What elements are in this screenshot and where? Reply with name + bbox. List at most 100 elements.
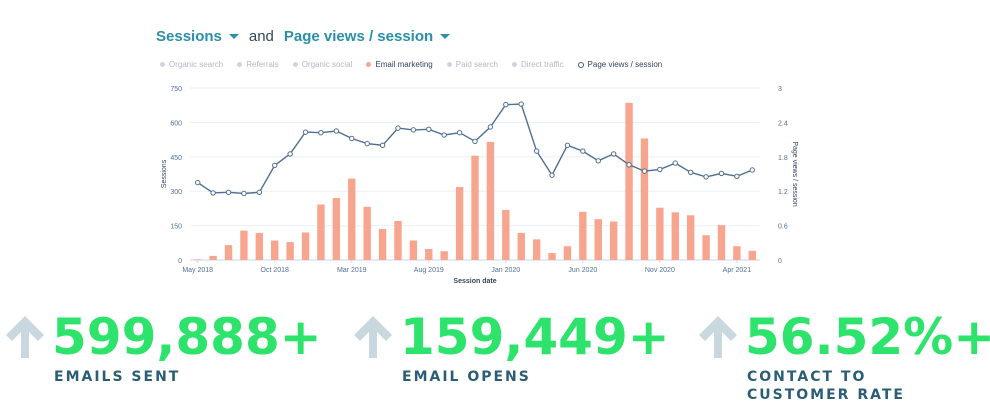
legend-label: Referrals (246, 60, 279, 69)
line-point (472, 138, 478, 145)
bar-email-marketing (563, 246, 572, 260)
bar-email-marketing (409, 240, 418, 260)
bar-email-marketing (255, 232, 264, 260)
line-point (703, 174, 709, 180)
y2-tick-label: 0 (778, 258, 782, 265)
y2-axis-title: Page views / session (791, 141, 798, 206)
primary-metric-label: Sessions (156, 28, 222, 45)
legend-dot-icon (237, 62, 243, 67)
y-tick-label: 0 (178, 258, 182, 265)
legend-dot-icon (366, 62, 372, 67)
line-point (379, 142, 386, 149)
legend-dot-icon (577, 61, 584, 68)
line-point (256, 189, 263, 196)
legend-label: Page views / session (587, 60, 663, 69)
line-point (364, 140, 370, 147)
caret-down-icon (440, 34, 451, 39)
line-point (195, 179, 201, 186)
y2-tick-label: 0.6 (778, 224, 788, 231)
arrow-up-icon (699, 316, 737, 358)
legend-dot-icon (160, 62, 165, 67)
y-tick-label: 600 (170, 120, 182, 127)
bar-email-marketing (455, 187, 464, 260)
y2-tick-label: 1.8 (778, 155, 788, 162)
bar-email-marketing (394, 221, 402, 260)
legend-item[interactable]: Organic search (160, 60, 223, 69)
line-point (549, 172, 555, 178)
secondary-metric-label: Page views / session (283, 28, 434, 45)
caret-down-icon (228, 34, 239, 39)
y2-tick-label: 1.2 (778, 189, 788, 196)
arrow-up-icon (6, 316, 44, 358)
line-point (333, 128, 340, 134)
bar-email-marketing (702, 235, 710, 260)
line-point (749, 167, 755, 173)
line-point (626, 162, 632, 168)
bar-email-marketing (640, 138, 649, 260)
bar-email-marketing (748, 250, 756, 260)
x-tick-label: May 2018 (182, 267, 213, 274)
bar-email-marketing (301, 232, 310, 260)
bar-email-marketing (609, 221, 618, 260)
line-point (487, 124, 494, 130)
line-point (734, 173, 740, 179)
line-point (349, 135, 355, 142)
bar-email-marketing (656, 207, 664, 260)
bar-email-marketing (594, 219, 602, 260)
primary-metric-dropdown[interactable]: Sessions (156, 28, 239, 45)
legend-dot-icon (292, 62, 298, 67)
bar-email-marketing (486, 141, 495, 260)
y-tick-label: 450 (170, 155, 182, 162)
sessions-chart: 0 150 300 450 600 750 0 0.6 1.2 1.8 2.4 3 Sessions Pa… (161, 86, 798, 285)
legend-dot-icon (512, 62, 517, 67)
legend-label: Organic social (301, 60, 353, 69)
legend-item[interactable]: Organic social (292, 60, 353, 69)
bar-email-marketing (271, 240, 279, 260)
x-tick-label: Jan 2020 (491, 267, 520, 274)
stat-emails-sent: 599,888+ EMAILS SENT (4, 312, 322, 386)
stat-contact-rate: 56.52%+ CONTACT TO CUSTOMER RATE (697, 312, 990, 404)
y2-tick-label: 2.4 (778, 120, 788, 127)
line-point (302, 129, 309, 135)
x-tick-label: Aug 2019 (414, 267, 444, 274)
legend-item[interactable]: Email marketing (366, 60, 433, 69)
bar-email-marketing (240, 230, 248, 260)
y-axis-title: Sessions (161, 159, 168, 188)
line-point (287, 151, 293, 157)
line-point (441, 132, 447, 138)
bar-email-marketing (363, 206, 371, 260)
line-point (657, 166, 663, 173)
legend-item[interactable]: Referrals (237, 60, 279, 69)
x-tick-label: Mar 2019 (337, 267, 367, 274)
secondary-metric-dropdown[interactable]: Page views / session (283, 28, 451, 45)
x-tick-label: Oct 2018 (261, 267, 290, 274)
bar-email-marketing (194, 259, 202, 260)
bar-email-marketing (378, 229, 387, 260)
line-point (518, 101, 524, 107)
legend-item[interactable]: Direct traffic (512, 60, 564, 69)
bar-email-marketing (425, 248, 433, 260)
legend-item[interactable]: Page views / session (577, 60, 663, 69)
x-tick-label: Jun 2020 (568, 267, 597, 274)
line-point (641, 168, 648, 174)
legend-label: Organic search (169, 60, 224, 69)
bar-email-marketing (286, 242, 294, 260)
chart-header: Sessions and Page views / session (156, 28, 451, 45)
bar-email-marketing (502, 210, 510, 260)
stat-label: CONTACT TO CUSTOMER RATE (747, 369, 905, 403)
bar-email-marketing (717, 225, 726, 260)
y-tick-label: 150 (170, 224, 182, 231)
line-point (687, 169, 694, 175)
legend-item[interactable]: Paid search (446, 60, 498, 69)
line-point (225, 189, 232, 196)
line-point (410, 127, 417, 133)
stat-value: 599,888+ (52, 308, 322, 366)
bar-email-marketing (733, 246, 741, 260)
line-point (503, 101, 509, 108)
stat-email-opens: 159,449+ EMAIL OPENS (352, 312, 670, 386)
line-point (533, 148, 540, 154)
stat-label: EMAILS SENT (54, 369, 181, 385)
x-axis-title: Session date (453, 278, 496, 285)
legend-label: Paid search (455, 60, 498, 69)
chart-legend: Organic search Referrals Organic social Ema… (160, 60, 662, 69)
